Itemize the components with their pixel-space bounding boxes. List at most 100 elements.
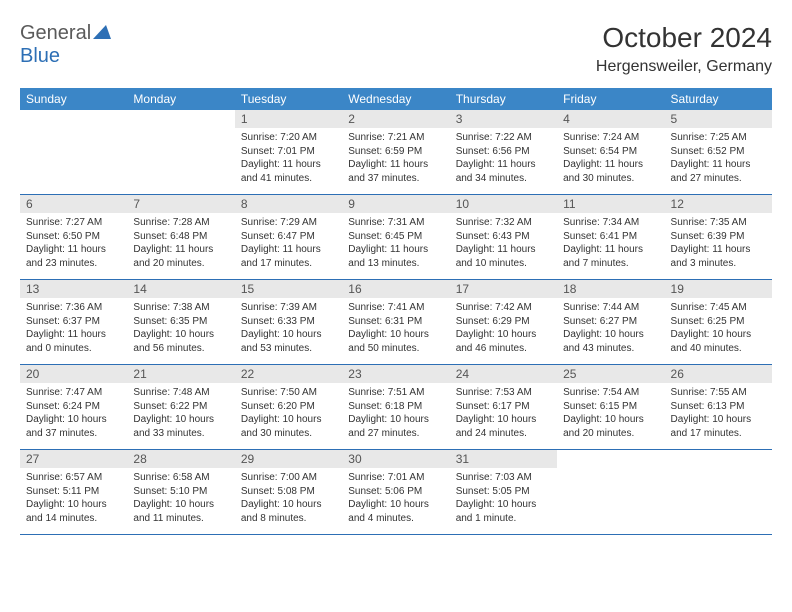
day-header: Saturday — [665, 88, 772, 110]
logo-part2: Blue — [20, 45, 60, 67]
sunset-text: Sunset: 5:11 PM — [26, 485, 121, 499]
sunset-text: Sunset: 6:13 PM — [671, 400, 766, 414]
day-content: Sunrise: 7:24 AMSunset: 6:54 PMDaylight:… — [557, 128, 664, 188]
sunset-text: Sunset: 6:54 PM — [563, 145, 658, 159]
sunset-text: Sunset: 6:56 PM — [456, 145, 551, 159]
logo-part1: General — [20, 22, 91, 44]
day-content: Sunrise: 7:20 AMSunset: 7:01 PMDaylight:… — [235, 128, 342, 188]
day-cell: 6Sunrise: 7:27 AMSunset: 6:50 PMDaylight… — [20, 195, 127, 279]
day-cell: 25Sunrise: 7:54 AMSunset: 6:15 PMDayligh… — [557, 365, 664, 449]
sunrise-text: Sunrise: 7:21 AM — [348, 131, 443, 145]
logo: GeneralBlue — [20, 22, 111, 68]
day-content: Sunrise: 7:50 AMSunset: 6:20 PMDaylight:… — [235, 383, 342, 443]
day-number: 23 — [342, 365, 449, 383]
day-content: Sunrise: 7:32 AMSunset: 6:43 PMDaylight:… — [450, 213, 557, 273]
daylight-text: Daylight: 10 hours and 17 minutes. — [671, 413, 766, 440]
daylight-text: Daylight: 11 hours and 17 minutes. — [241, 243, 336, 270]
sunrise-text: Sunrise: 7:48 AM — [133, 386, 228, 400]
sunset-text: Sunset: 6:50 PM — [26, 230, 121, 244]
day-header: Tuesday — [235, 88, 342, 110]
day-cell: 21Sunrise: 7:48 AMSunset: 6:22 PMDayligh… — [127, 365, 234, 449]
week-row: 1Sunrise: 7:20 AMSunset: 7:01 PMDaylight… — [20, 110, 772, 195]
day-number: 17 — [450, 280, 557, 298]
sunrise-text: Sunrise: 7:55 AM — [671, 386, 766, 400]
day-number: 6 — [20, 195, 127, 213]
sunset-text: Sunset: 6:18 PM — [348, 400, 443, 414]
day-number: 27 — [20, 450, 127, 468]
day-cell: 27Sunrise: 6:57 AMSunset: 5:11 PMDayligh… — [20, 450, 127, 534]
day-content: Sunrise: 7:45 AMSunset: 6:25 PMDaylight:… — [665, 298, 772, 358]
day-cell: 11Sunrise: 7:34 AMSunset: 6:41 PMDayligh… — [557, 195, 664, 279]
day-content: Sunrise: 7:44 AMSunset: 6:27 PMDaylight:… — [557, 298, 664, 358]
day-cell: 16Sunrise: 7:41 AMSunset: 6:31 PMDayligh… — [342, 280, 449, 364]
day-content: Sunrise: 7:27 AMSunset: 6:50 PMDaylight:… — [20, 213, 127, 273]
day-content: Sunrise: 7:55 AMSunset: 6:13 PMDaylight:… — [665, 383, 772, 443]
day-content: Sunrise: 7:48 AMSunset: 6:22 PMDaylight:… — [127, 383, 234, 443]
day-cell: 23Sunrise: 7:51 AMSunset: 6:18 PMDayligh… — [342, 365, 449, 449]
day-content: Sunrise: 7:21 AMSunset: 6:59 PMDaylight:… — [342, 128, 449, 188]
day-number: 10 — [450, 195, 557, 213]
sunset-text: Sunset: 6:52 PM — [671, 145, 766, 159]
sunset-text: Sunset: 6:39 PM — [671, 230, 766, 244]
day-header: Wednesday — [342, 88, 449, 110]
sunrise-text: Sunrise: 7:32 AM — [456, 216, 551, 230]
day-cell: 1Sunrise: 7:20 AMSunset: 7:01 PMDaylight… — [235, 110, 342, 194]
daylight-text: Daylight: 10 hours and 1 minute. — [456, 498, 551, 525]
sunrise-text: Sunrise: 7:44 AM — [563, 301, 658, 315]
sunrise-text: Sunrise: 7:00 AM — [241, 471, 336, 485]
sunset-text: Sunset: 6:27 PM — [563, 315, 658, 329]
day-header: Sunday — [20, 88, 127, 110]
week-row: 6Sunrise: 7:27 AMSunset: 6:50 PMDaylight… — [20, 195, 772, 280]
sunrise-text: Sunrise: 7:50 AM — [241, 386, 336, 400]
sunset-text: Sunset: 5:08 PM — [241, 485, 336, 499]
day-cell: 17Sunrise: 7:42 AMSunset: 6:29 PMDayligh… — [450, 280, 557, 364]
day-content: Sunrise: 7:53 AMSunset: 6:17 PMDaylight:… — [450, 383, 557, 443]
day-cell: 18Sunrise: 7:44 AMSunset: 6:27 PMDayligh… — [557, 280, 664, 364]
sunrise-text: Sunrise: 7:03 AM — [456, 471, 551, 485]
day-number: 25 — [557, 365, 664, 383]
day-cell: 4Sunrise: 7:24 AMSunset: 6:54 PMDaylight… — [557, 110, 664, 194]
sunrise-text: Sunrise: 7:25 AM — [671, 131, 766, 145]
day-content: Sunrise: 7:31 AMSunset: 6:45 PMDaylight:… — [342, 213, 449, 273]
day-number: 16 — [342, 280, 449, 298]
sunset-text: Sunset: 5:05 PM — [456, 485, 551, 499]
daylight-text: Daylight: 11 hours and 10 minutes. — [456, 243, 551, 270]
day-content: Sunrise: 7:01 AMSunset: 5:06 PMDaylight:… — [342, 468, 449, 528]
day-number: 30 — [342, 450, 449, 468]
day-content: Sunrise: 7:00 AMSunset: 5:08 PMDaylight:… — [235, 468, 342, 528]
page-header: GeneralBlue October 2024 Hergensweiler, … — [20, 22, 772, 76]
sunset-text: Sunset: 5:10 PM — [133, 485, 228, 499]
sunrise-text: Sunrise: 6:58 AM — [133, 471, 228, 485]
empty-cell — [557, 450, 664, 534]
day-content: Sunrise: 7:39 AMSunset: 6:33 PMDaylight:… — [235, 298, 342, 358]
day-cell: 9Sunrise: 7:31 AMSunset: 6:45 PMDaylight… — [342, 195, 449, 279]
week-row: 27Sunrise: 6:57 AMSunset: 5:11 PMDayligh… — [20, 450, 772, 535]
sunrise-text: Sunrise: 7:24 AM — [563, 131, 658, 145]
empty-cell — [127, 110, 234, 194]
day-number: 21 — [127, 365, 234, 383]
day-content: Sunrise: 7:25 AMSunset: 6:52 PMDaylight:… — [665, 128, 772, 188]
sunrise-text: Sunrise: 7:22 AM — [456, 131, 551, 145]
day-cell: 15Sunrise: 7:39 AMSunset: 6:33 PMDayligh… — [235, 280, 342, 364]
daylight-text: Daylight: 11 hours and 3 minutes. — [671, 243, 766, 270]
sunrise-text: Sunrise: 7:20 AM — [241, 131, 336, 145]
daylight-text: Daylight: 11 hours and 0 minutes. — [26, 328, 121, 355]
sunrise-text: Sunrise: 7:36 AM — [26, 301, 121, 315]
day-number: 26 — [665, 365, 772, 383]
day-content: Sunrise: 7:29 AMSunset: 6:47 PMDaylight:… — [235, 213, 342, 273]
day-number: 5 — [665, 110, 772, 128]
daylight-text: Daylight: 11 hours and 27 minutes. — [671, 158, 766, 185]
day-number: 7 — [127, 195, 234, 213]
daylight-text: Daylight: 11 hours and 41 minutes. — [241, 158, 336, 185]
sunset-text: Sunset: 6:47 PM — [241, 230, 336, 244]
day-number: 14 — [127, 280, 234, 298]
daylight-text: Daylight: 11 hours and 20 minutes. — [133, 243, 228, 270]
sunrise-text: Sunrise: 7:35 AM — [671, 216, 766, 230]
daylight-text: Daylight: 10 hours and 43 minutes. — [563, 328, 658, 355]
sunrise-text: Sunrise: 7:54 AM — [563, 386, 658, 400]
daylight-text: Daylight: 10 hours and 37 minutes. — [26, 413, 121, 440]
day-header: Thursday — [450, 88, 557, 110]
day-header-row: SundayMondayTuesdayWednesdayThursdayFrid… — [20, 88, 772, 110]
day-content: Sunrise: 6:58 AMSunset: 5:10 PMDaylight:… — [127, 468, 234, 528]
triangle-icon — [93, 22, 111, 44]
